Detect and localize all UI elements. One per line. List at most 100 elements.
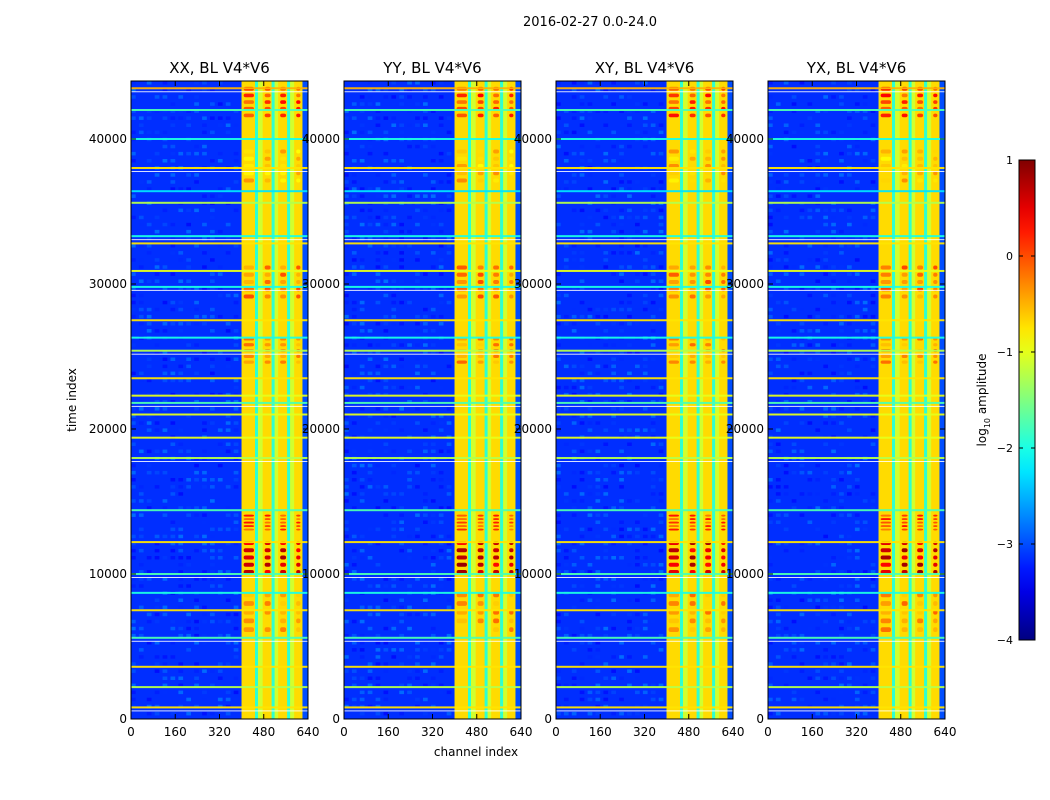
noise-speckle xyxy=(823,159,828,163)
hot-spot xyxy=(509,100,514,104)
noise-speckle xyxy=(823,619,828,624)
noise-speckle xyxy=(587,237,593,241)
noise-speckle xyxy=(391,258,397,262)
noise-speckle xyxy=(556,116,561,120)
noise-speckle xyxy=(131,272,136,276)
noise-speckle xyxy=(611,598,616,602)
x-tick-label: 640 xyxy=(722,725,745,739)
noise-speckle xyxy=(619,123,624,127)
noise-speckle xyxy=(587,400,593,404)
noise-speckle xyxy=(768,357,773,361)
figure-suptitle: 2016-02-27 0.0-24.0 xyxy=(523,15,657,30)
noise-speckle xyxy=(579,633,585,638)
noise-speckle xyxy=(862,109,868,113)
noise-speckle xyxy=(799,237,805,241)
noise-speckle xyxy=(768,251,773,255)
noise-speckle xyxy=(391,577,397,581)
noise-speckle xyxy=(603,109,609,113)
band-edge xyxy=(302,81,308,719)
noise-speckle xyxy=(399,711,404,716)
hot-spot xyxy=(264,514,271,517)
noise-speckle xyxy=(178,329,184,333)
noise-speckle xyxy=(563,123,569,127)
noise-speckle xyxy=(131,626,136,631)
noise-speckle xyxy=(391,116,397,120)
noise-speckle xyxy=(587,116,593,120)
noise-speckle xyxy=(579,662,585,666)
noise-speckle xyxy=(839,173,844,177)
noise-speckle xyxy=(807,194,813,198)
noise-speckle xyxy=(138,116,144,120)
noise-speckle xyxy=(556,527,561,532)
noise-speckle xyxy=(391,81,397,85)
noise-speckle xyxy=(194,669,199,673)
noise-speckle xyxy=(415,251,420,255)
noise-speckle xyxy=(815,279,821,283)
rfi-line xyxy=(556,401,733,404)
hot-spot xyxy=(917,627,924,632)
noise-speckle xyxy=(138,485,144,489)
noise-speckle xyxy=(791,655,797,659)
noise-speckle xyxy=(194,506,199,510)
hot-spot xyxy=(296,354,301,358)
rfi-line xyxy=(556,573,733,575)
noise-speckle xyxy=(815,506,821,510)
noise-speckle xyxy=(359,385,365,390)
noise-speckle xyxy=(587,506,593,510)
flag-line xyxy=(344,353,521,355)
noise-speckle xyxy=(438,208,444,213)
x-tick-label: 640 xyxy=(510,725,533,739)
noise-speckle xyxy=(351,570,357,574)
noise-speckle xyxy=(233,513,239,517)
noise-speckle xyxy=(162,577,168,581)
noise-speckle xyxy=(430,449,436,454)
noise-speckle xyxy=(839,506,844,510)
noise-speckle xyxy=(202,570,207,574)
noise-speckle xyxy=(351,314,357,319)
noise-speckle xyxy=(807,357,813,361)
noise-speckle xyxy=(587,697,593,702)
noise-speckle xyxy=(162,81,168,85)
noise-speckle xyxy=(870,626,876,631)
x-tick-label: 480 xyxy=(677,725,700,739)
noise-speckle xyxy=(556,350,561,354)
hot-spot xyxy=(917,272,924,277)
noise-speckle xyxy=(619,485,624,489)
noise-speckle xyxy=(162,556,168,560)
noise-speckle xyxy=(138,633,144,638)
rfi-line xyxy=(556,242,733,245)
noise-speckle xyxy=(131,130,136,135)
noise-speckle xyxy=(186,584,191,588)
noise-speckle xyxy=(367,116,373,120)
noise-speckle xyxy=(839,293,844,298)
noise-speckle xyxy=(563,626,569,631)
y-tick-label: 0 xyxy=(332,712,340,726)
hot-spot xyxy=(901,525,908,528)
hot-spot xyxy=(705,156,712,161)
noise-speckle xyxy=(571,244,577,248)
noise-speckle xyxy=(775,641,781,645)
noise-speckle xyxy=(407,343,412,347)
noise-speckle xyxy=(627,286,632,291)
noise-speckle xyxy=(839,669,844,673)
noise-speckle xyxy=(579,159,585,163)
noise-speckle xyxy=(146,711,152,716)
noise-speckle xyxy=(642,690,648,695)
noise-speckle xyxy=(807,676,813,680)
noise-speckle xyxy=(344,357,349,361)
noise-speckle xyxy=(854,357,860,361)
noise-speckle xyxy=(627,194,632,198)
noise-speckle xyxy=(768,442,773,446)
noise-speckle xyxy=(178,598,184,602)
noise-speckle xyxy=(131,697,136,702)
hot-spot xyxy=(880,294,892,299)
rfi-line xyxy=(344,319,521,322)
noise-speckle xyxy=(162,683,168,688)
hot-spot xyxy=(456,627,468,632)
noise-speckle xyxy=(233,314,239,319)
noise-speckle xyxy=(131,690,136,695)
noise-speckle xyxy=(854,314,860,319)
hot-spot xyxy=(721,100,726,104)
noise-speckle xyxy=(415,534,420,539)
noise-speckle xyxy=(799,265,805,269)
